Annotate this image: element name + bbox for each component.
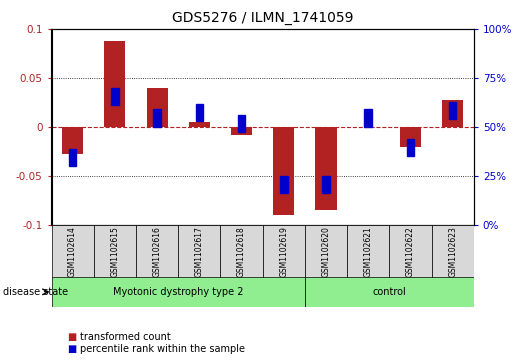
Text: GSM1102619: GSM1102619 <box>279 226 288 277</box>
Bar <box>347 225 389 278</box>
Bar <box>407 139 414 156</box>
Bar <box>196 103 203 121</box>
Bar <box>52 277 305 307</box>
Text: GSM1102618: GSM1102618 <box>237 226 246 277</box>
Text: GSM1102623: GSM1102623 <box>448 226 457 277</box>
Bar <box>238 115 245 132</box>
Bar <box>146 88 167 127</box>
Bar <box>400 127 421 147</box>
Bar <box>94 225 136 278</box>
Text: Myotonic dystrophy type 2: Myotonic dystrophy type 2 <box>113 287 244 297</box>
Bar <box>305 225 347 278</box>
Bar <box>322 176 330 193</box>
Text: ■: ■ <box>67 344 76 354</box>
Bar <box>263 225 305 278</box>
Bar <box>442 99 463 127</box>
Bar <box>280 176 287 193</box>
Bar <box>365 109 372 127</box>
Bar <box>111 88 118 105</box>
Bar <box>432 225 474 278</box>
Bar <box>188 122 210 127</box>
Text: disease state: disease state <box>3 287 67 297</box>
Bar <box>389 225 432 278</box>
Bar <box>231 127 252 135</box>
Bar <box>178 225 220 278</box>
Bar <box>52 225 94 278</box>
Text: GSM1102616: GSM1102616 <box>152 226 162 277</box>
Text: ■: ■ <box>67 332 76 342</box>
Bar <box>153 109 161 127</box>
Text: GSM1102621: GSM1102621 <box>364 226 373 277</box>
Bar <box>315 127 336 210</box>
Bar <box>220 225 263 278</box>
Bar <box>104 41 125 127</box>
Bar <box>305 277 474 307</box>
Bar <box>136 225 178 278</box>
Text: percentile rank within the sample: percentile rank within the sample <box>80 344 245 354</box>
Text: GSM1102615: GSM1102615 <box>110 226 119 277</box>
Bar <box>62 127 83 155</box>
Text: GSM1102617: GSM1102617 <box>195 226 204 277</box>
Bar <box>449 102 456 119</box>
Text: GSM1102620: GSM1102620 <box>321 226 331 277</box>
Text: GSM1102614: GSM1102614 <box>68 226 77 277</box>
Bar <box>273 127 294 215</box>
Bar <box>69 148 76 166</box>
Text: control: control <box>372 287 406 297</box>
Text: transformed count: transformed count <box>80 332 170 342</box>
Title: GDS5276 / ILMN_1741059: GDS5276 / ILMN_1741059 <box>172 11 353 25</box>
Text: GSM1102622: GSM1102622 <box>406 226 415 277</box>
